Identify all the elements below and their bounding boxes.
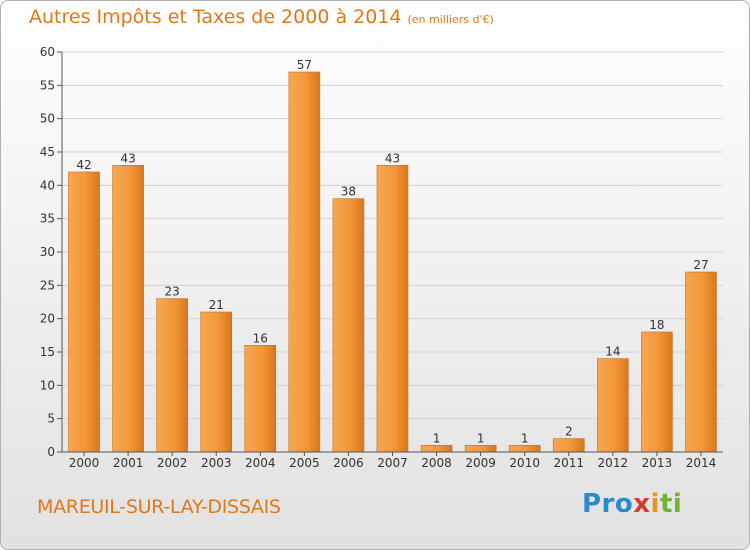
bar-2014	[685, 271, 717, 453]
y-tick-label: 45	[40, 145, 55, 159]
bar-2013	[641, 331, 673, 453]
y-tick-label: 40	[40, 178, 55, 192]
bar-2003	[200, 311, 233, 453]
data-label-2008: 1	[433, 431, 441, 445]
x-tick-label-2009: 2009	[465, 456, 496, 470]
chart-title-unit: (en milliers d'€)	[407, 13, 494, 26]
x-tick-label-2003: 2003	[201, 456, 232, 470]
data-label-2007: 43	[385, 151, 400, 165]
bar-2004	[244, 345, 277, 453]
bar-2001	[112, 165, 144, 453]
bar-2011	[552, 438, 585, 453]
data-label-2013: 18	[649, 318, 664, 332]
bar-2010	[508, 445, 541, 453]
x-tick-label-2007: 2007	[377, 456, 408, 470]
x-tick-label-2002: 2002	[157, 456, 188, 470]
y-tick-label: 25	[40, 278, 55, 292]
data-label-2012: 14	[605, 345, 620, 359]
data-label-2006: 38	[341, 185, 356, 199]
town-name: MAREUIL-SUR-LAY-DISSAIS	[37, 496, 281, 518]
data-label-2000: 42	[76, 158, 91, 172]
bar-2008	[420, 445, 453, 453]
proxiti-logo: Proxiti	[582, 489, 683, 519]
y-tick-label: 55	[40, 78, 55, 92]
x-tick-label-2005: 2005	[289, 456, 320, 470]
y-tick-label: 15	[40, 345, 55, 359]
data-label-2010: 1	[521, 431, 529, 445]
x-tick-label-2001: 2001	[113, 456, 144, 470]
x-tick-label-2013: 2013	[642, 456, 673, 470]
x-tick-label-2006: 2006	[333, 456, 364, 470]
chart-title-main: Autres Impôts et Taxes de 2000 à 2014	[29, 6, 402, 28]
data-label-2011: 2	[565, 425, 573, 439]
x-tick-label-2008: 2008	[421, 456, 452, 470]
x-tick-label-2011: 2011	[553, 456, 584, 470]
bar-2002	[156, 298, 188, 453]
bar-2006	[332, 198, 365, 453]
bar-2007	[376, 165, 409, 453]
data-label-2002: 23	[165, 285, 180, 299]
bar-2005	[288, 71, 321, 453]
y-tick-label: 30	[40, 245, 55, 259]
x-tick-label-2000: 2000	[69, 456, 100, 470]
x-tick-label-2004: 2004	[245, 456, 276, 470]
y-tick-label: 50	[40, 112, 55, 126]
data-label-2004: 16	[253, 331, 268, 345]
data-label-2014: 27	[693, 258, 708, 272]
y-tick-label: 35	[40, 212, 55, 226]
data-label-2001: 43	[120, 151, 135, 165]
y-axis: 0 5 10 15 20 25 30 35 40 45 50 55 60	[40, 45, 63, 459]
x-axis: 2000 2001 2002 2003 2004 2005 2006 2007 2008 2009…	[62, 451, 723, 470]
data-label-2003: 21	[209, 298, 224, 312]
y-tick-label: 0	[47, 445, 55, 459]
bar-2000	[68, 171, 100, 453]
y-tick-label: 20	[40, 312, 55, 326]
y-tick-label: 5	[47, 412, 55, 426]
bars: 42 43 23 21 16 57 38 43 1 1 1 2 14 18 27	[68, 58, 717, 453]
bar-2012	[597, 358, 629, 453]
data-label-2005: 57	[297, 58, 312, 72]
y-tick-label: 60	[40, 45, 55, 59]
data-label-2009: 1	[477, 431, 485, 445]
x-tick-label-2014: 2014	[686, 456, 717, 470]
y-tick-label: 10	[40, 378, 55, 392]
bar-2009	[464, 445, 497, 453]
x-tick-label-2010: 2010	[509, 456, 540, 470]
x-tick-label-2012: 2012	[598, 456, 629, 470]
chart-title: Autres Impôts et Taxes de 2000 à 2014 (en…	[29, 6, 494, 28]
